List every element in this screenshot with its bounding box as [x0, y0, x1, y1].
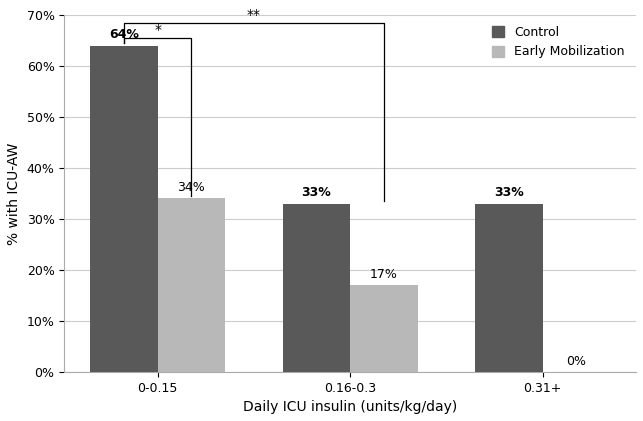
Text: 33%: 33% [302, 187, 331, 200]
Bar [283, 203, 350, 372]
Text: 17%: 17% [370, 268, 398, 281]
Bar [350, 285, 417, 372]
Text: 33%: 33% [494, 187, 524, 200]
Y-axis label: % with ICU-AW: % with ICU-AW [7, 142, 21, 245]
Bar [158, 198, 225, 372]
Text: **: ** [247, 8, 261, 21]
Text: 0%: 0% [566, 355, 586, 368]
Bar [475, 203, 543, 372]
Text: *: * [154, 23, 161, 37]
Bar [90, 45, 158, 372]
Text: 34%: 34% [177, 181, 205, 195]
Legend: Control, Early Mobilization: Control, Early Mobilization [487, 21, 629, 64]
X-axis label: Daily ICU insulin (units/kg/day): Daily ICU insulin (units/kg/day) [243, 400, 457, 414]
Text: 64%: 64% [109, 29, 139, 41]
